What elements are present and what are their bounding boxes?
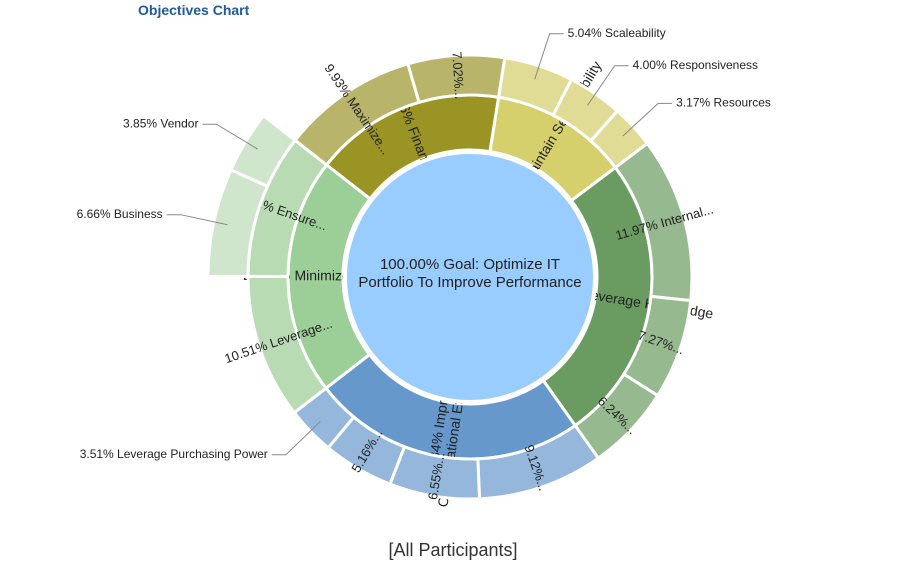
callout-label: 5.04% Scaleability (568, 26, 666, 40)
callout-label: 3.85% Vendor (123, 116, 198, 130)
segment-label: 7.02%... (449, 51, 467, 100)
callout-label: 6.66% Business (77, 207, 163, 221)
root-layer: 100.00% Goal: Optimize IT Portfolio To Im… (345, 152, 595, 402)
callout-label: 3.17% Resources (676, 96, 771, 110)
root-label: 100.00% Goal: Optimize IT Portfolio To Im… (358, 256, 581, 291)
footer-label: [All Participants] (0, 540, 906, 561)
callout-label: 4.00% Responsiveness (633, 58, 758, 72)
callout-label: 3.51% Leverage Purchasing Power (80, 447, 268, 461)
